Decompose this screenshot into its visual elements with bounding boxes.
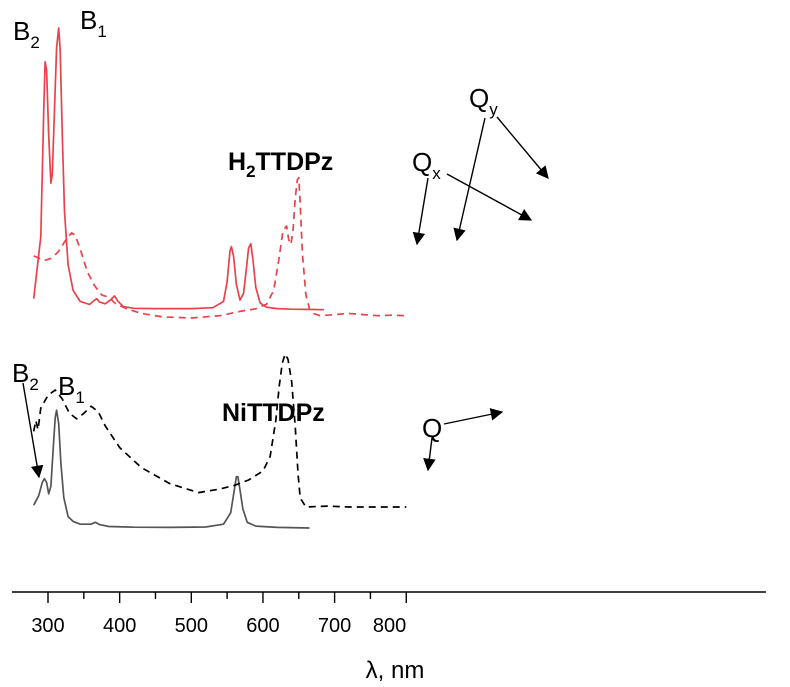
ni-compound-label: NiTTDPz: [222, 399, 325, 427]
qy-label: Qy: [469, 83, 498, 119]
h2-b1-label: B1: [80, 5, 107, 41]
tick-label-300: 300: [31, 615, 64, 637]
series-layer: [32, 27, 407, 529]
tick-label-500: 500: [175, 615, 208, 637]
tick-label-400: 400: [103, 615, 136, 637]
qy-arrow-dashed: [496, 116, 549, 179]
qx-arrow-solid: [412, 177, 429, 246]
series-h2ttdpz-dashed: [33, 176, 407, 319]
tick-label-800: 800: [373, 615, 406, 637]
h2-b2-label: B2: [13, 16, 40, 52]
ni-q-label: Q: [422, 413, 442, 443]
x-ticks: 300 400 500 600 700 800: [31, 592, 407, 637]
series-nittdpz-dashed: [32, 353, 407, 508]
qx-arrow-dashed: [446, 173, 533, 221]
qx-label: Qx: [412, 147, 441, 183]
tick-label-700: 700: [318, 615, 351, 637]
ni-b2-label: B2: [12, 358, 39, 394]
series-nittdpz-solid: [32, 409, 310, 529]
ni-b2-arrow: [22, 382, 44, 479]
h2-compound-label: H2TTDPz: [228, 148, 333, 181]
series-h2ttdpz-solid: [32, 27, 324, 311]
annotation-arrows: [22, 116, 549, 479]
tick-label-600: 600: [246, 615, 279, 637]
ni-b1-label: B1: [58, 371, 85, 407]
qy-arrow-solid: [453, 117, 486, 242]
x-axis-title: λ, nm: [366, 657, 425, 684]
ni-q-arrow-solid: [423, 437, 436, 472]
ni-q-arrow-dashed: [443, 408, 504, 425]
